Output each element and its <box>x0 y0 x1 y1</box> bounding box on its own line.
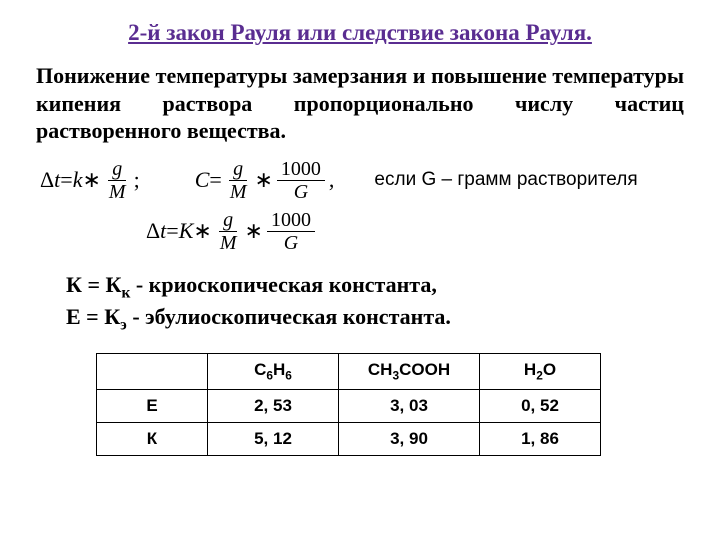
table-cell: 0, 52 <box>480 389 601 422</box>
formula-delta-t: Δt = k ∗ g M ; <box>40 159 140 202</box>
row-label-K: К <box>97 422 208 455</box>
table-header-water: H2O <box>480 354 601 389</box>
note-G: если G – грамм растворителя <box>374 169 637 191</box>
row-label-E: Е <box>97 389 208 422</box>
table-cell: 1, 86 <box>480 422 601 455</box>
table-header-row: C6H6 CH3COOH H2O <box>97 354 601 389</box>
table-header-acetic: CH3COOH <box>339 354 480 389</box>
cryoscopic-line: К = Кк - криоскопическая константа, <box>66 271 684 303</box>
table-row: Е 2, 53 3, 03 0, 52 <box>97 389 601 422</box>
formula-C: C = g M ∗ 1000 G , <box>195 159 335 202</box>
table-cell: 3, 03 <box>339 389 480 422</box>
page-title: 2-й закон Рауля или следствие закона Рау… <box>36 20 684 46</box>
formula-row-2: Δt = K ∗ g M ∗ 1000 G <box>146 210 684 253</box>
table-row: К 5, 12 3, 90 1, 86 <box>97 422 601 455</box>
constants-definitions: К = Кк - криоскопическая константа, Е = … <box>66 271 684 336</box>
formula-row-1: Δt = k ∗ g M ; C = g M ∗ 1000 G , <box>36 159 684 202</box>
law-statement: Понижение температуры замерзания и повыш… <box>36 62 684 145</box>
table-cell: 3, 90 <box>339 422 480 455</box>
table-header-blank <box>97 354 208 389</box>
table-cell: 5, 12 <box>208 422 339 455</box>
constants-table: C6H6 CH3COOH H2O Е 2, 53 3, 03 0, 52 К 5… <box>96 353 601 455</box>
table-header-benzene: C6H6 <box>208 354 339 389</box>
ebullioscopic-line: Е = Кэ - эбулиоскопическая константа. <box>66 303 684 335</box>
table-cell: 2, 53 <box>208 389 339 422</box>
formula-delta-t-full: Δt = K ∗ g M ∗ 1000 G <box>146 210 319 253</box>
